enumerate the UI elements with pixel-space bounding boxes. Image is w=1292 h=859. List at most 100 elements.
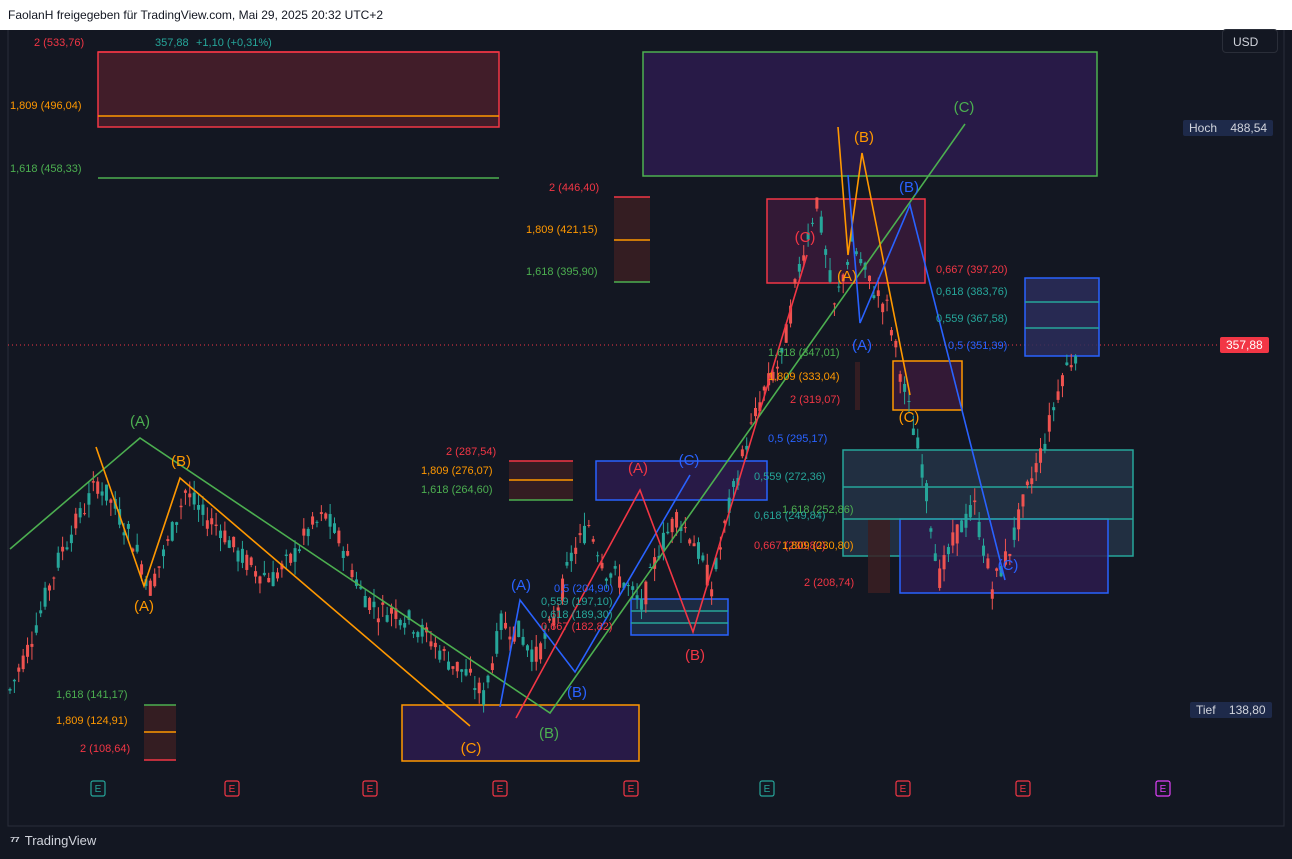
fib-level-label: 2 (287,54) — [446, 446, 496, 458]
candle-body — [925, 483, 929, 502]
wave-label: (B) — [854, 129, 874, 146]
candle-body — [227, 540, 231, 548]
wave-label: (A) — [837, 268, 857, 285]
candle-body — [758, 402, 762, 412]
candle-body — [530, 649, 534, 662]
fib-level-label: 2 (533,76) — [34, 37, 84, 49]
candle-body — [802, 255, 806, 261]
fib-level-label: 1,618 (252,86) — [782, 504, 854, 516]
fib-level-label: 0,559 (367,58) — [936, 313, 1008, 325]
candle-body — [556, 607, 560, 611]
candle-body — [977, 521, 981, 538]
candle-body — [824, 249, 828, 255]
earnings-marker-icon[interactable]: E — [1155, 780, 1171, 797]
candle-body — [411, 632, 415, 634]
candle-body — [771, 371, 775, 381]
low-price-badge: Tief 138,80 — [1190, 702, 1272, 718]
current-price-badge: 357,88 — [1220, 337, 1269, 353]
earnings-marker-icon[interactable]: E — [362, 780, 378, 797]
candle-body — [504, 622, 508, 629]
svg-text:E: E — [497, 784, 504, 795]
candle-body — [618, 576, 622, 588]
candle-body — [43, 587, 47, 607]
candle-body — [438, 650, 442, 660]
candle-body — [368, 597, 372, 611]
candle-body — [920, 464, 924, 478]
candle-body — [938, 568, 942, 588]
candle-body — [907, 401, 911, 403]
candle-body — [819, 216, 823, 233]
low-value: 138,80 — [1228, 703, 1266, 717]
candle-body — [34, 625, 38, 633]
candle-body — [267, 577, 271, 583]
earnings-marker-icon[interactable]: E — [623, 780, 639, 797]
earnings-marker-icon[interactable]: E — [492, 780, 508, 797]
fib-zone-14 — [855, 362, 860, 410]
wave-label: (C) — [795, 229, 816, 246]
candle-body — [705, 564, 709, 586]
candle-body — [604, 578, 608, 581]
candle-body — [262, 572, 266, 576]
candle-body — [815, 197, 819, 209]
fib-zone-0 — [97, 51, 500, 128]
candle-body — [346, 551, 350, 556]
candle-body — [280, 563, 284, 570]
candle-body — [894, 340, 898, 348]
high-price-badge: Hoch 488,54 — [1183, 120, 1274, 136]
high-value: 488,54 — [1230, 121, 1268, 135]
chart-frame — [7, 30, 1285, 827]
candle-body — [828, 270, 832, 282]
candle-body — [69, 534, 73, 544]
wave-line-1 — [95, 446, 471, 727]
candle-body — [942, 555, 946, 570]
candle-body — [153, 573, 157, 587]
candle-body — [126, 523, 130, 529]
fib-zone-9 — [401, 704, 640, 762]
candle-body — [455, 661, 459, 672]
candle-body — [390, 607, 394, 614]
svg-text:E: E — [95, 784, 102, 795]
candle-body — [876, 290, 880, 297]
earnings-marker-icon[interactable]: E — [759, 780, 775, 797]
fib-level-label: 2 (108,64) — [80, 743, 130, 755]
candle-body — [477, 682, 481, 694]
candle-body — [166, 539, 170, 541]
fib-level-label: 0,667 (397,20) — [936, 264, 1008, 276]
candle-body — [600, 562, 604, 569]
candle-body — [745, 445, 749, 450]
candle-body — [701, 555, 705, 561]
candle-body — [565, 562, 569, 566]
candle-body — [495, 631, 499, 654]
currency-button[interactable]: USD — [1222, 29, 1278, 53]
fib-level-label: 0,618 (189,30) — [541, 609, 613, 621]
earnings-marker-icon[interactable]: E — [224, 780, 240, 797]
candle-body — [1060, 375, 1064, 387]
candle-body — [486, 675, 490, 683]
candle-body — [1008, 553, 1012, 557]
candle-body — [539, 643, 543, 660]
earnings-marker-icon[interactable]: E — [90, 780, 106, 797]
candle-body — [289, 553, 293, 563]
earnings-marker-icon[interactable]: E — [1015, 780, 1031, 797]
price-chart[interactable]: 2 (533,76) 1,809 (496,04) 1,618 (458,33) 2 … — [0, 30, 1292, 830]
candle-body — [407, 610, 411, 620]
legend-change: +1,10 (+0,31%) — [196, 37, 272, 49]
wave-label: (B) — [567, 684, 587, 701]
candle-body — [587, 524, 591, 526]
candle-body — [1025, 481, 1029, 486]
earnings-marker-icon[interactable]: E — [895, 780, 911, 797]
wave-line-2 — [837, 126, 911, 396]
tradingview-logo[interactable]: ⁷⁷ TradingView — [10, 833, 96, 848]
fib-level-label: 0,559 (197,10) — [541, 596, 613, 608]
candle-body — [376, 618, 380, 623]
candle-body — [100, 491, 104, 496]
candle-body — [837, 286, 841, 288]
candle-body — [39, 610, 43, 614]
wave-label: (B) — [685, 647, 705, 664]
candle-body — [197, 505, 201, 510]
high-label: Hoch — [1189, 121, 1218, 135]
candle-body — [451, 666, 455, 669]
candle-body — [626, 585, 630, 587]
fib-level-label: 0,667 (230,80) — [754, 540, 826, 552]
candle-body — [499, 613, 503, 630]
